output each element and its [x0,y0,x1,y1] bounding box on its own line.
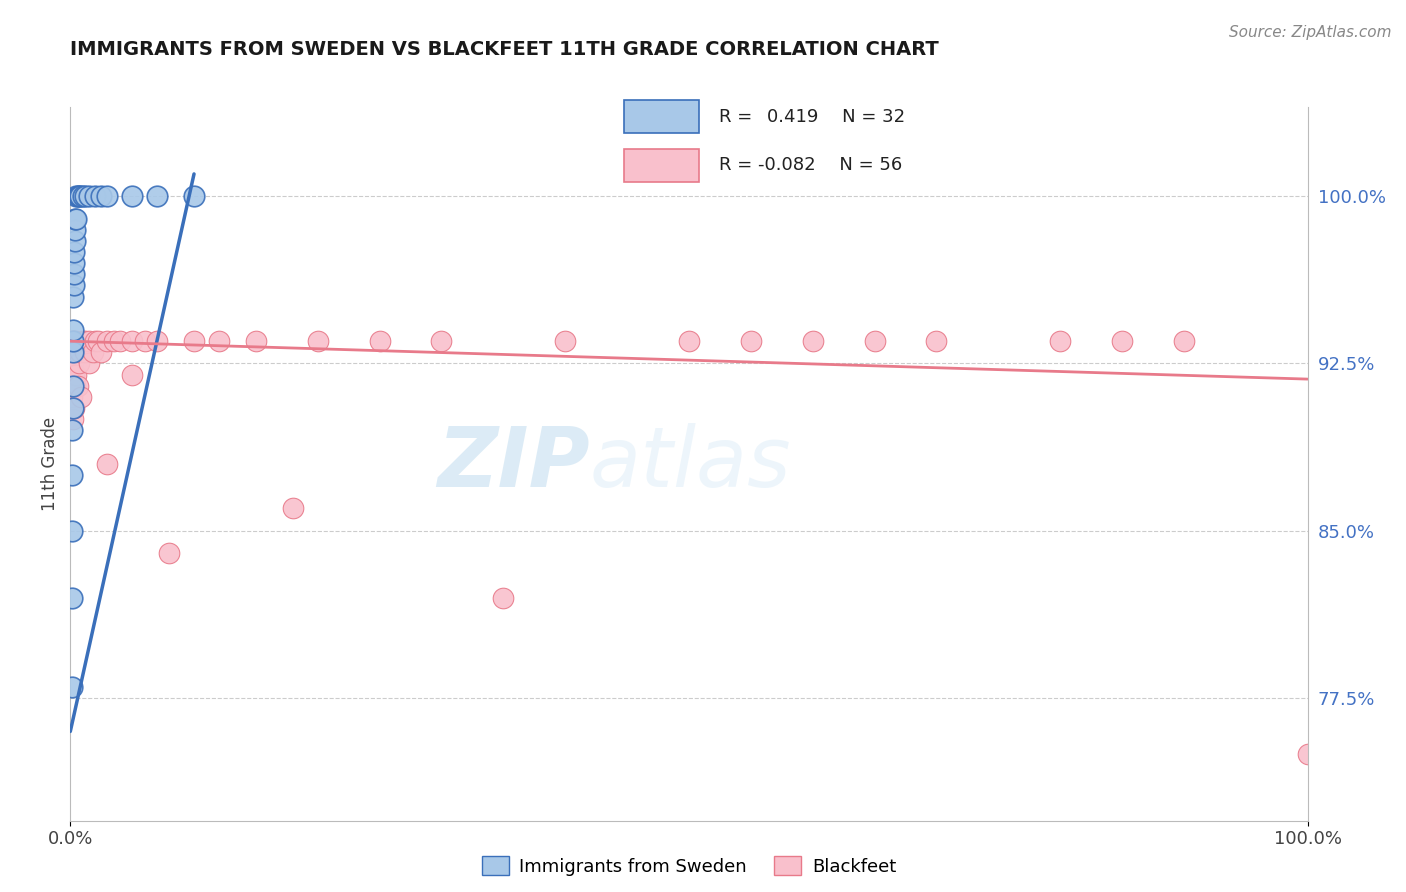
Point [146,334,169,349]
Point [63,368,86,382]
Point [307,334,329,349]
Point [65,379,87,393]
Y-axis label: 11th Grade: 11th Grade [41,417,59,511]
Point [63,245,86,260]
Point [103,334,125,349]
Point [77,357,100,371]
Point [60,680,83,694]
Point [96,457,118,471]
Text: Source: ZipAtlas.com: Source: ZipAtlas.com [1229,25,1392,40]
Point [60,390,83,404]
Point [90,345,112,359]
Point [121,334,143,349]
Text: ZIP: ZIP [437,424,591,504]
Legend: Immigrants from Sweden, Blackfeet: Immigrants from Sweden, Blackfeet [474,849,904,883]
Point [66,379,89,393]
Point [134,334,156,349]
Point [69,189,91,203]
Point [62,290,84,304]
Point [65,189,87,203]
Point [96,189,118,203]
Point [1049,334,1071,349]
Point [492,591,515,605]
Point [65,334,87,349]
Point [157,546,180,560]
Point [63,334,86,349]
Point [208,334,231,349]
Point [183,334,205,349]
Point [65,345,87,359]
Bar [624,149,699,181]
Point [69,345,91,359]
Point [60,334,83,349]
Point [245,334,267,349]
Point [65,211,87,226]
Text: atlas: atlas [591,424,792,504]
Point [75,345,97,359]
Point [65,368,87,382]
Text: R = -0.082   N = 56: R = -0.082 N = 56 [720,156,903,174]
Point [84,189,107,203]
Point [108,334,131,349]
Point [430,334,453,349]
Point [62,357,84,371]
Point [740,334,762,349]
Point [66,189,89,203]
Point [281,501,304,516]
Point [554,334,576,349]
Point [183,189,205,203]
Point [62,323,84,337]
Point [1111,334,1133,349]
Point [65,223,87,237]
Text: R =  0.419   N = 32: R = 0.419 N = 32 [720,108,905,126]
Point [63,345,86,359]
Point [72,334,94,349]
Point [62,401,84,416]
Point [1173,334,1195,349]
Point [72,189,94,203]
Point [60,468,83,483]
Point [77,189,100,203]
Point [146,189,169,203]
Point [1296,747,1319,761]
Bar [624,101,699,133]
Point [62,334,84,349]
Point [75,334,97,349]
Point [63,268,86,282]
Point [863,334,886,349]
Point [86,334,108,349]
Point [121,189,143,203]
Point [65,211,87,226]
Point [368,334,391,349]
Point [121,368,143,382]
Point [63,278,86,293]
Point [66,345,89,359]
Point [70,390,93,404]
Point [67,357,90,371]
Point [62,412,84,426]
Point [678,334,700,349]
Point [63,256,86,270]
Point [67,189,90,203]
Point [925,334,948,349]
Point [96,334,118,349]
Point [63,401,86,416]
Point [62,379,84,393]
Point [82,345,104,359]
Point [65,234,87,248]
Point [62,379,84,393]
Point [60,524,83,538]
Point [801,334,824,349]
Point [75,189,97,203]
Text: IMMIGRANTS FROM SWEDEN VS BLACKFEET 11TH GRADE CORRELATION CHART: IMMIGRANTS FROM SWEDEN VS BLACKFEET 11TH… [70,40,939,59]
Point [60,591,83,605]
Point [60,368,83,382]
Point [60,424,83,438]
Point [62,334,84,349]
Point [90,189,112,203]
Point [84,334,107,349]
Point [77,334,100,349]
Point [62,345,84,359]
